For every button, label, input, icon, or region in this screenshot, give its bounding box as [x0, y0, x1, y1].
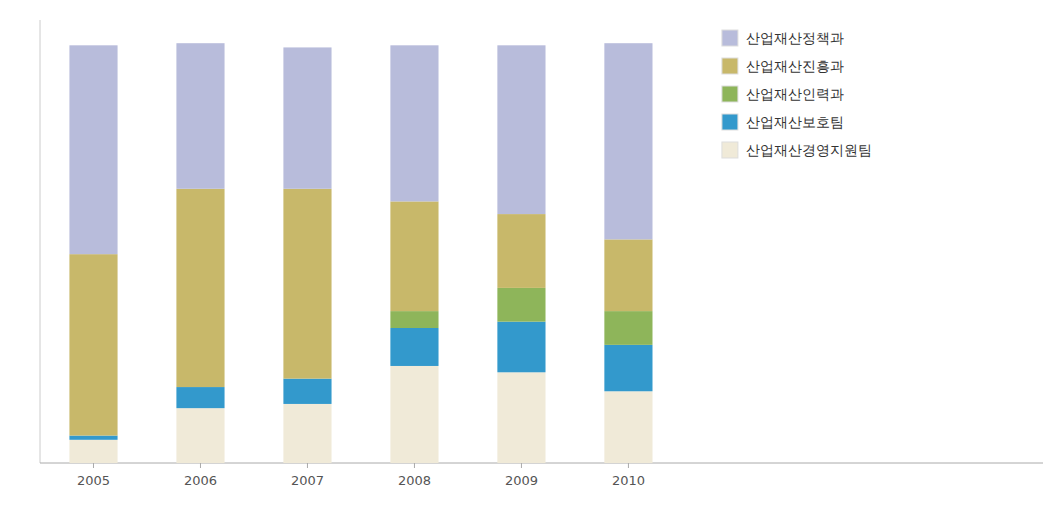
- x-tick-label: 2010: [612, 473, 645, 488]
- bar-segment: [604, 43, 652, 239]
- legend-swatch: [722, 142, 738, 158]
- legend-swatch: [722, 58, 738, 74]
- y-axis-line: [40, 20, 41, 463]
- legend-swatch: [722, 86, 738, 102]
- chart-svg: 200520062007200820092010산업재산정책과산업재산진흥과산업…: [0, 0, 1063, 509]
- x-tick-label: 2005: [77, 473, 110, 488]
- legend-swatch: [722, 30, 738, 46]
- bar-segment: [604, 311, 652, 345]
- bar-segment: [497, 214, 545, 288]
- legend-label: 산업재산경영지원팀: [746, 142, 872, 158]
- bar-segment: [176, 43, 224, 189]
- x-tick: [200, 463, 201, 468]
- bar-segment: [390, 45, 438, 201]
- legend: 산업재산정책과산업재산진흥과산업재산인력과산업재산보호팀산업재산경영지원팀: [722, 30, 872, 158]
- bar-segment: [176, 408, 224, 463]
- bars: [69, 43, 652, 463]
- x-tick: [521, 463, 522, 468]
- bar-segment: [390, 328, 438, 366]
- legend-label: 산업재산진흥과: [746, 58, 844, 74]
- bar-segment: [497, 372, 545, 463]
- x-tick-label: 2007: [291, 473, 324, 488]
- bar-segment: [283, 189, 331, 379]
- bar-segment: [69, 436, 117, 440]
- x-tick: [307, 463, 308, 468]
- x-tick: [93, 463, 94, 468]
- bar-segment: [604, 239, 652, 311]
- x-tick: [414, 463, 415, 468]
- x-tick-label: 2009: [505, 473, 538, 488]
- bar-segment: [69, 45, 117, 254]
- bar-segment: [283, 47, 331, 188]
- bar-segment: [283, 404, 331, 463]
- bar-segment: [604, 345, 652, 391]
- bar-segment: [69, 440, 117, 463]
- legend-label: 산업재산정책과: [746, 30, 844, 46]
- bar-segment: [176, 387, 224, 408]
- bar-segment: [604, 391, 652, 463]
- bar-segment: [69, 254, 117, 435]
- bar-segment: [390, 311, 438, 328]
- legend-label: 산업재산인력과: [746, 86, 844, 102]
- bar-segment: [283, 379, 331, 404]
- bar-segment: [497, 288, 545, 322]
- x-tick-label: 2008: [398, 473, 431, 488]
- legend-label: 산업재산보호팀: [746, 114, 844, 130]
- bar-segment: [176, 189, 224, 387]
- chart-container: 200520062007200820092010산업재산정책과산업재산진흥과산업…: [0, 0, 1063, 509]
- bar-segment: [390, 201, 438, 311]
- x-tick-label: 2006: [184, 473, 217, 488]
- legend-swatch: [722, 114, 738, 130]
- bar-segment: [497, 322, 545, 373]
- bar-segment: [390, 366, 438, 463]
- bar-segment: [497, 45, 545, 214]
- x-tick: [628, 463, 629, 468]
